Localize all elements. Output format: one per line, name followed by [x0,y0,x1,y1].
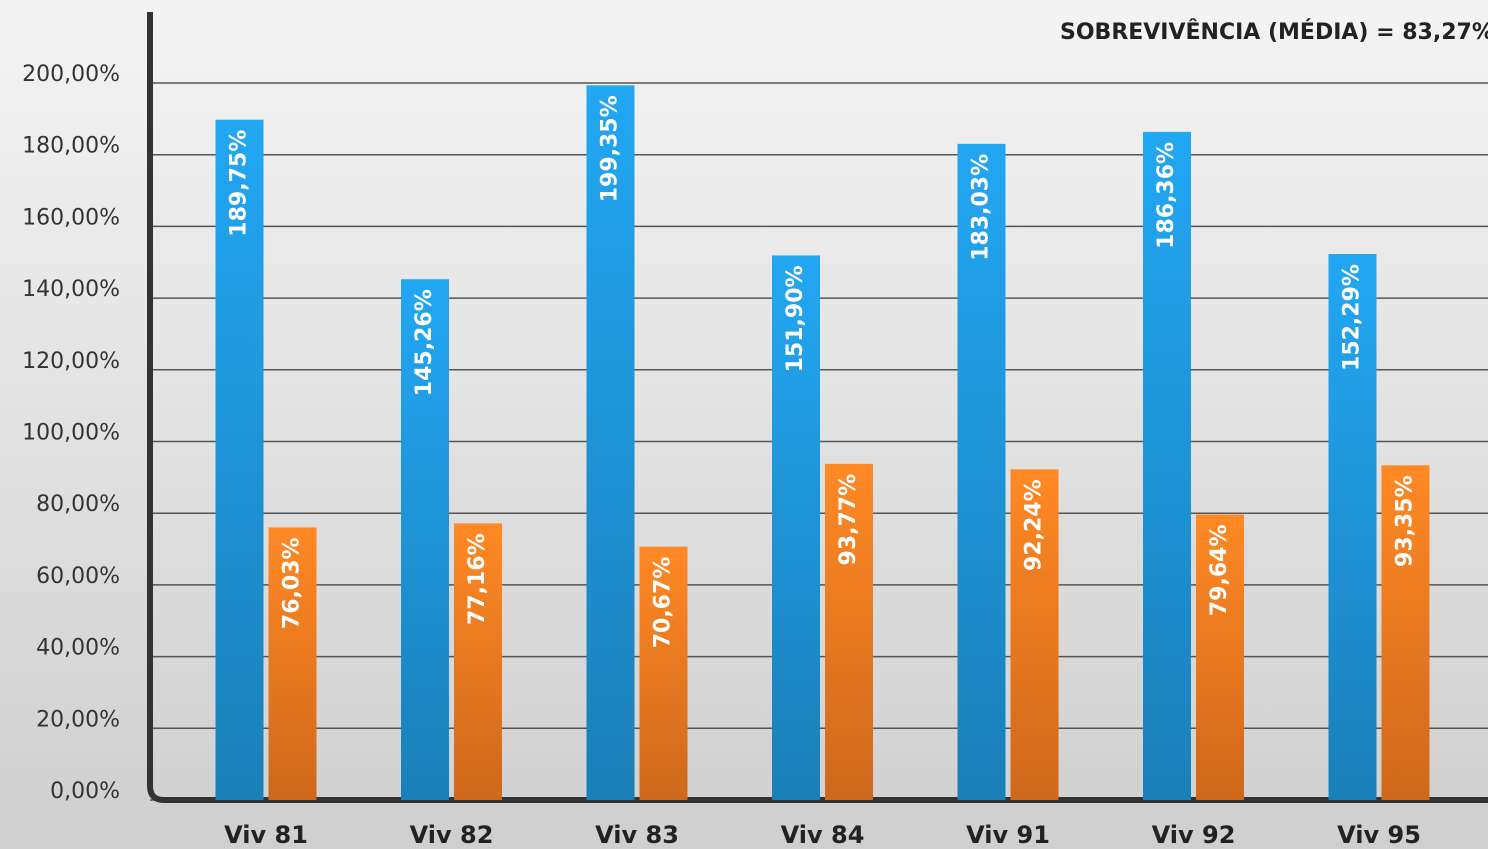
chart-title: SOBREVIVÊNCIA (MÉDIA) = 83,27% [1060,19,1488,45]
y-tick-label: 100,00% [22,421,120,446]
y-tick-label: 180,00% [22,134,120,159]
y-tick-label: 160,00% [22,205,120,230]
x-tick-label: Viv 95 [1337,821,1421,849]
x-tick-label: Viv 82 [410,821,494,849]
y-tick-label: 80,00% [36,492,120,517]
chart: 0,00% 20,00% 40,00% 60,00% 80,00% 100,00% 120,… [0,0,1488,849]
y-tick-label: 120,00% [22,349,120,374]
x-tick-label: Viv 83 [595,821,679,849]
value-label: 186,36% [1154,142,1179,249]
value-label: 199,35% [598,95,623,202]
value-label: 93,35% [1393,475,1418,567]
value-label: 93,77% [836,474,861,566]
y-tick-label: 40,00% [36,636,120,661]
value-label: 145,26% [412,289,437,396]
y-tick-label: 60,00% [36,564,120,589]
x-tick-label: Viv 81 [224,821,308,849]
value-label: 76,03% [280,537,305,629]
y-tick-label: 20,00% [36,707,120,732]
value-label: 77,16% [465,533,490,625]
value-label: 152,29% [1340,264,1365,371]
value-label: 92,24% [1022,479,1047,571]
value-label: 79,64% [1207,524,1232,616]
page: 0,00% 20,00% 40,00% 60,00% 80,00% 100,00% 120,… [0,0,1488,849]
x-tick-label: Viv 84 [781,821,865,849]
y-tick-label: 0,00% [50,779,120,804]
value-label: 183,03% [969,154,994,261]
value-label: 189,75% [227,130,252,237]
x-tick-label: Viv 91 [966,821,1050,849]
y-tick-label: 200,00% [22,62,120,87]
value-label: 151,90% [783,265,808,372]
value-label: 70,67% [651,557,676,649]
x-tick-label: Viv 92 [1152,821,1236,849]
y-tick-label: 140,00% [22,277,120,302]
